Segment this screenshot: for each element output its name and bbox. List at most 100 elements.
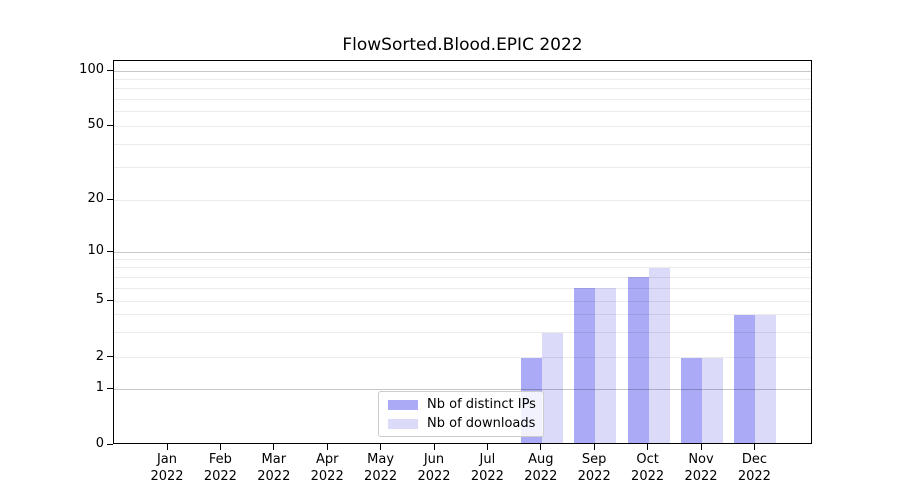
x-tick-month: Nov: [688, 452, 714, 467]
y-tick-label-10: 10: [87, 243, 104, 258]
y-tick-label-2: 2: [95, 348, 104, 364]
x-tick-mark-jan: [166, 444, 168, 450]
gridline-minor-70: [114, 98, 811, 100]
x-tick-month: Jul: [479, 452, 496, 467]
x-tick-label-apr: Apr 2022: [300, 451, 354, 485]
gridline-major-100: [114, 70, 811, 72]
x-tick-mark-may: [380, 444, 382, 450]
legend-label: Nb of distinct IPs: [427, 396, 536, 412]
x-tick-label-mar: Mar 2022: [247, 451, 301, 485]
gridline-minor-50: [114, 125, 811, 127]
chart-title: FlowSorted.Blood.EPIC 2022: [342, 35, 583, 55]
x-tick-year: 2022: [310, 469, 344, 484]
y-tick-mark-5: [107, 299, 113, 301]
legend-swatch-icon: [388, 418, 418, 429]
x-tick-label-jul: Jul 2022: [460, 451, 514, 485]
legend: Nb of distinct IPs Nb of downloads: [378, 391, 544, 437]
gridline-minor-80: [114, 88, 811, 90]
legend-row-downloads: Nb of downloads: [379, 416, 543, 432]
gridline-minor-90: [114, 78, 811, 80]
x-tick-year: 2022: [577, 469, 611, 484]
y-tick-mark-0: [107, 443, 113, 445]
x-tick-label-may: May 2022: [354, 451, 408, 485]
x-tick-month: May: [367, 452, 395, 467]
gridline-minor-40: [114, 143, 811, 145]
legend-row-distinct-ips: Nb of distinct IPs: [379, 397, 543, 413]
x-tick-label-dec: Dec 2022: [727, 451, 781, 485]
bar-downloads-sep: [595, 288, 617, 443]
x-tick-label-aug: Aug 2022: [514, 451, 568, 485]
gridline-minor-6: [114, 287, 811, 289]
x-tick-year: 2022: [364, 469, 398, 484]
bar-distinct-ips-nov: [681, 357, 702, 443]
x-tick-month: Jan: [156, 452, 178, 467]
bar-distinct-ips-dec: [734, 314, 756, 443]
y-tick-mark-2: [107, 356, 113, 358]
y-tick-label-100: 100: [79, 62, 104, 77]
gridline-minor-30: [114, 166, 811, 168]
x-tick-label-oct: Oct 2022: [621, 451, 675, 485]
y-tick-mark-100: [107, 69, 113, 71]
x-tick-mark-dec: [753, 444, 755, 450]
x-tick-mark-apr: [326, 444, 328, 450]
bar-downloads-oct: [648, 267, 670, 443]
gridline-minor-5: [114, 300, 811, 302]
x-tick-month: Dec: [741, 452, 767, 467]
x-tick-mark-jul: [486, 444, 488, 450]
x-tick-year: 2022: [150, 469, 184, 484]
y-tick-mark-20: [107, 198, 113, 200]
x-tick-label-sep: Sep 2022: [567, 451, 621, 485]
x-tick-mark-aug: [540, 444, 542, 450]
y-tick-label-1: 1: [95, 380, 104, 395]
gridline-minor-9: [114, 258, 811, 260]
x-tick-month: Oct: [636, 452, 659, 467]
x-tick-mark-oct: [647, 444, 649, 450]
x-tick-month: Jun: [423, 452, 445, 467]
gridline-minor-3: [114, 332, 811, 334]
x-tick-year: 2022: [684, 469, 718, 484]
y-tick-mark-50: [107, 124, 113, 126]
x-tick-label-feb: Feb 2022: [193, 451, 247, 485]
gridline-minor-7: [114, 276, 811, 278]
x-tick-month: Feb: [208, 452, 232, 467]
x-tick-mark-jun: [433, 444, 435, 450]
gridline-minor-20: [114, 199, 811, 201]
x-tick-year: 2022: [417, 469, 451, 484]
plot-area: [113, 60, 812, 444]
x-tick-mark-feb: [219, 444, 221, 450]
bar-distinct-ips-oct: [627, 277, 649, 443]
gridline-minor-2: [114, 357, 811, 359]
gridline-minor-4: [114, 314, 811, 316]
x-tick-year: 2022: [737, 469, 771, 484]
gridline-minor-60: [114, 111, 811, 113]
gridline-major-1: [114, 388, 811, 390]
y-tick-label-5: 5: [95, 292, 104, 307]
y-tick-mark-10: [107, 250, 113, 252]
bar-downloads-aug: [541, 332, 563, 443]
x-tick-month: Apr: [315, 452, 339, 467]
x-tick-mark-sep: [593, 444, 595, 450]
bar-downloads-nov: [702, 357, 723, 443]
x-tick-year: 2022: [470, 469, 504, 484]
x-tick-mark-nov: [700, 444, 702, 450]
x-tick-year: 2022: [257, 469, 291, 484]
y-tick-label-20: 20: [87, 191, 104, 206]
x-tick-year: 2022: [631, 469, 665, 484]
x-tick-label-nov: Nov 2022: [674, 451, 728, 485]
y-tick-label-0: 0: [95, 436, 104, 451]
x-tick-month: Sep: [581, 452, 607, 467]
y-tick-label-50: 50: [87, 117, 104, 132]
gridline-minor-8: [114, 267, 811, 269]
x-tick-month: Aug: [528, 452, 554, 467]
x-tick-label-jan: Jan 2022: [140, 451, 194, 485]
legend-swatch-icon: [388, 399, 418, 410]
bar-downloads-dec: [755, 314, 777, 443]
x-tick-month: Mar: [261, 452, 287, 467]
x-tick-year: 2022: [524, 469, 558, 484]
x-tick-mark-mar: [273, 444, 275, 450]
gridline-major-10: [114, 251, 811, 253]
x-tick-label-jun: Jun 2022: [407, 451, 461, 485]
bar-distinct-ips-sep: [574, 288, 596, 443]
legend-label: Nb of downloads: [427, 415, 536, 431]
